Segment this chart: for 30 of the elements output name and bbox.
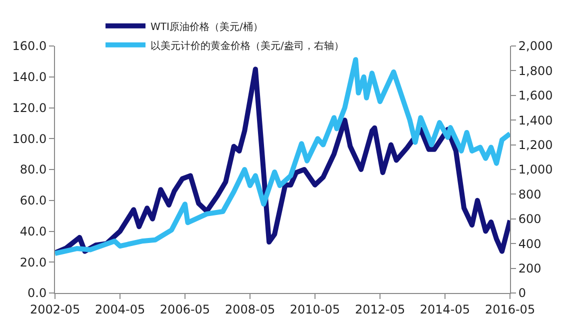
legend-label: WTI原油价格（美元/桶）: [150, 20, 263, 33]
x-tick-label: 2014-05: [420, 302, 470, 316]
y-tick-label: 140.0: [12, 70, 47, 84]
x-tick-label: 2002-05: [30, 302, 80, 316]
y2-tick-label: 1,400: [518, 113, 553, 128]
y2-tick-label: 1,800: [518, 64, 553, 78]
y2-tick-label: 0: [518, 286, 526, 300]
x-tick-label: 2012-05: [354, 302, 406, 316]
y-tick-label: 160.0: [12, 39, 47, 54]
y-tick-label: 60.0: [20, 194, 47, 208]
y-tick-label: 120.0: [12, 100, 47, 115]
y2-tick-label: 1,000: [518, 162, 553, 177]
y2-tick-label: 2,000: [518, 39, 553, 54]
y-tick-label: 80.0: [20, 162, 47, 177]
y-tick-label: 0.0: [28, 286, 47, 300]
legend-label: 以美元计价的黄金价格（美元/盎司，右轴）: [150, 40, 344, 52]
y2-tick-label: 1,200: [518, 138, 553, 152]
x-tick-label: 2016-05: [484, 302, 536, 316]
x-tick-label: 2010-05: [290, 302, 340, 316]
x-tick-label: 2008-05: [224, 302, 276, 316]
y2-tick-label: 1,600: [518, 88, 553, 103]
y-tick-label: 40.0: [20, 224, 47, 238]
y2-tick-label: 600: [518, 212, 542, 226]
y2-tick-label: 400: [518, 236, 542, 251]
y2-tick-label: 800: [518, 187, 542, 202]
y2-tick-label: 200: [518, 262, 542, 276]
x-tick-label: 2006-05: [160, 302, 210, 316]
x-tick-label: 2004-05: [94, 302, 146, 316]
y-tick-label: 20.0: [20, 255, 47, 270]
y-tick-label: 100.0: [12, 132, 47, 146]
